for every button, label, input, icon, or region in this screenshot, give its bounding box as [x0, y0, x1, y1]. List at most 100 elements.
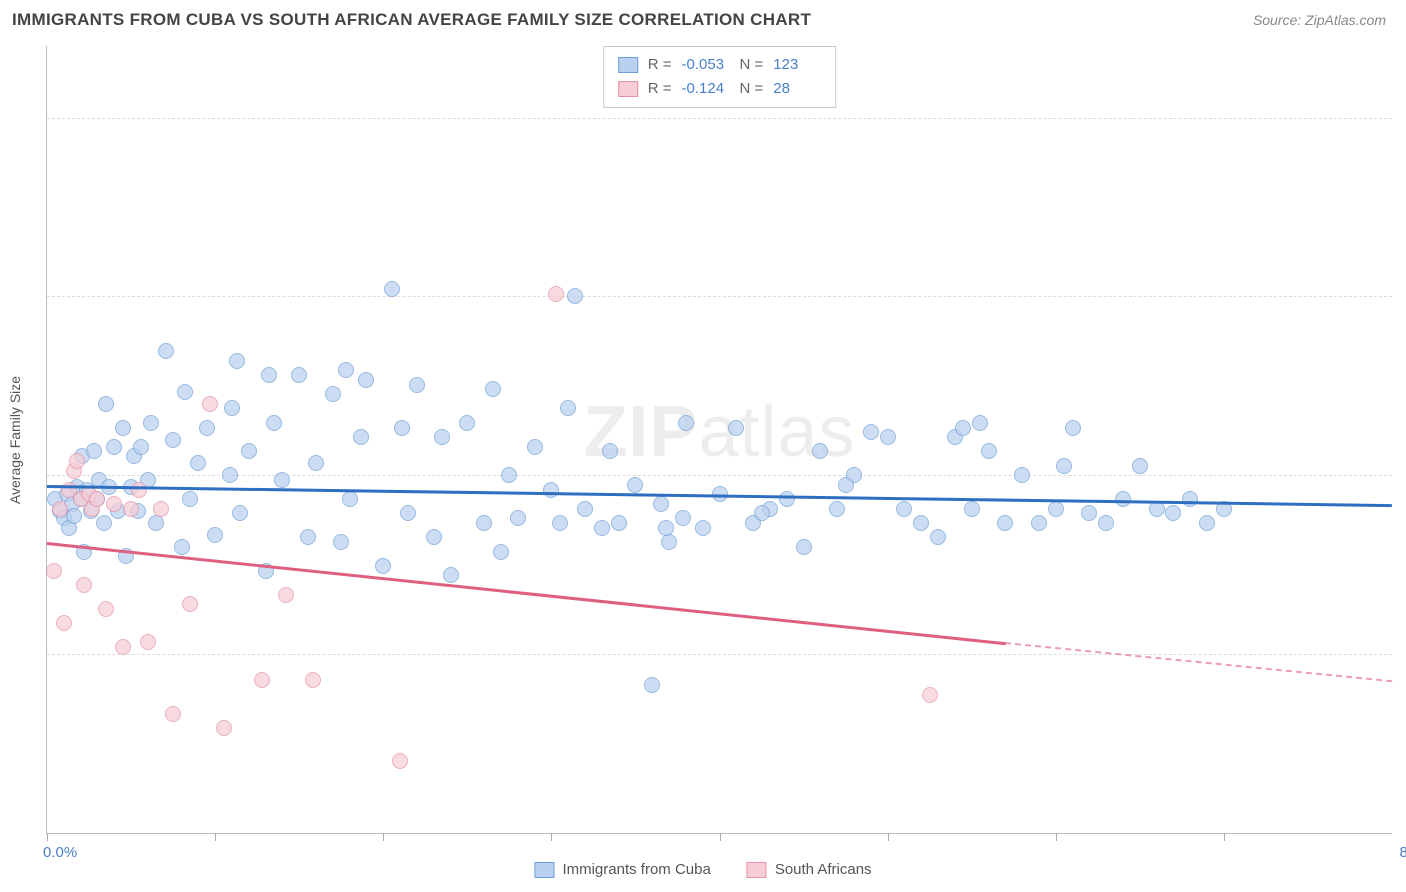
data-point	[930, 529, 946, 545]
source-credit: Source: ZipAtlas.com	[1253, 12, 1386, 28]
legend-swatch	[747, 862, 767, 878]
data-point	[552, 515, 568, 531]
data-point	[199, 420, 215, 436]
data-point	[224, 400, 240, 416]
x-axis-min-label: 0.0%	[43, 844, 77, 861]
data-point	[123, 501, 139, 517]
data-point	[443, 567, 459, 583]
data-point	[202, 396, 218, 412]
data-point	[300, 529, 316, 545]
data-point	[153, 501, 169, 517]
data-point	[261, 367, 277, 383]
legend-swatch	[534, 862, 554, 878]
data-point	[143, 415, 159, 431]
data-point	[76, 577, 92, 593]
gridline	[47, 118, 1392, 119]
data-point	[384, 281, 400, 297]
data-point	[426, 529, 442, 545]
data-point	[548, 286, 564, 302]
stat-legend: R =-0.053N =123R =-0.124N =28	[603, 46, 837, 108]
data-point	[863, 424, 879, 440]
x-tick	[1224, 833, 1225, 841]
data-point	[1065, 420, 1081, 436]
data-point	[796, 539, 812, 555]
trend-line	[47, 542, 1006, 645]
data-point	[165, 432, 181, 448]
data-point	[165, 706, 181, 722]
data-point	[1098, 515, 1114, 531]
data-point	[392, 753, 408, 769]
stat-n-label: N =	[740, 53, 764, 77]
data-point	[222, 467, 238, 483]
y-axis-label: Average Family Size	[7, 375, 23, 503]
data-point	[46, 563, 62, 579]
data-point	[98, 601, 114, 617]
data-point	[241, 443, 257, 459]
data-point	[812, 443, 828, 459]
legend-item: Immigrants from Cuba	[534, 861, 710, 878]
data-point	[216, 720, 232, 736]
data-point	[567, 288, 583, 304]
data-point	[1056, 458, 1072, 474]
stat-n-label: N =	[740, 77, 764, 101]
data-point	[459, 415, 475, 431]
data-point	[1115, 491, 1131, 507]
data-point	[602, 443, 618, 459]
data-point	[1182, 491, 1198, 507]
data-point	[89, 491, 105, 507]
data-point	[182, 596, 198, 612]
stat-n-value: 123	[773, 53, 821, 77]
plot-region: Average Family Size 0.0% 80.0% ZIPatlas …	[46, 46, 1392, 834]
data-point	[661, 534, 677, 550]
data-point	[96, 515, 112, 531]
data-point	[115, 420, 131, 436]
data-point	[627, 477, 643, 493]
stat-legend-row: R =-0.124N =28	[618, 77, 822, 101]
data-point	[594, 520, 610, 536]
legend-swatch	[618, 81, 638, 97]
data-point	[1132, 458, 1148, 474]
data-point	[131, 482, 147, 498]
chart-area: Average Family Size 0.0% 80.0% ZIPatlas …	[46, 46, 1392, 834]
data-point	[1014, 467, 1030, 483]
data-point	[177, 384, 193, 400]
header: IMMIGRANTS FROM CUBA VS SOUTH AFRICAN AV…	[0, 0, 1406, 36]
data-point	[266, 415, 282, 431]
data-point	[653, 496, 669, 512]
gridline	[47, 654, 1392, 655]
legend-label: South Africans	[775, 861, 872, 878]
data-point	[358, 372, 374, 388]
data-point	[148, 515, 164, 531]
data-point	[305, 672, 321, 688]
data-point	[52, 501, 68, 517]
data-point	[1048, 501, 1064, 517]
stat-r-value: -0.124	[682, 77, 730, 101]
x-tick	[551, 833, 552, 841]
data-point	[375, 558, 391, 574]
data-point	[69, 453, 85, 469]
x-tick	[1056, 833, 1057, 841]
page-title: IMMIGRANTS FROM CUBA VS SOUTH AFRICAN AV…	[12, 10, 811, 30]
data-point	[325, 386, 341, 402]
data-point	[353, 429, 369, 445]
data-point	[434, 429, 450, 445]
stat-legend-row: R =-0.053N =123	[618, 53, 822, 77]
data-point	[972, 415, 988, 431]
data-point	[115, 639, 131, 655]
data-point	[728, 420, 744, 436]
stat-r-label: R =	[648, 53, 672, 77]
x-tick	[720, 833, 721, 841]
x-tick	[888, 833, 889, 841]
x-tick	[383, 833, 384, 841]
data-point	[896, 501, 912, 517]
data-point	[485, 381, 501, 397]
data-point	[880, 429, 896, 445]
data-point	[254, 672, 270, 688]
stat-r-label: R =	[648, 77, 672, 101]
data-point	[577, 501, 593, 517]
data-point	[501, 467, 517, 483]
data-point	[190, 455, 206, 471]
data-point	[232, 505, 248, 521]
data-point	[695, 520, 711, 536]
data-point	[291, 367, 307, 383]
